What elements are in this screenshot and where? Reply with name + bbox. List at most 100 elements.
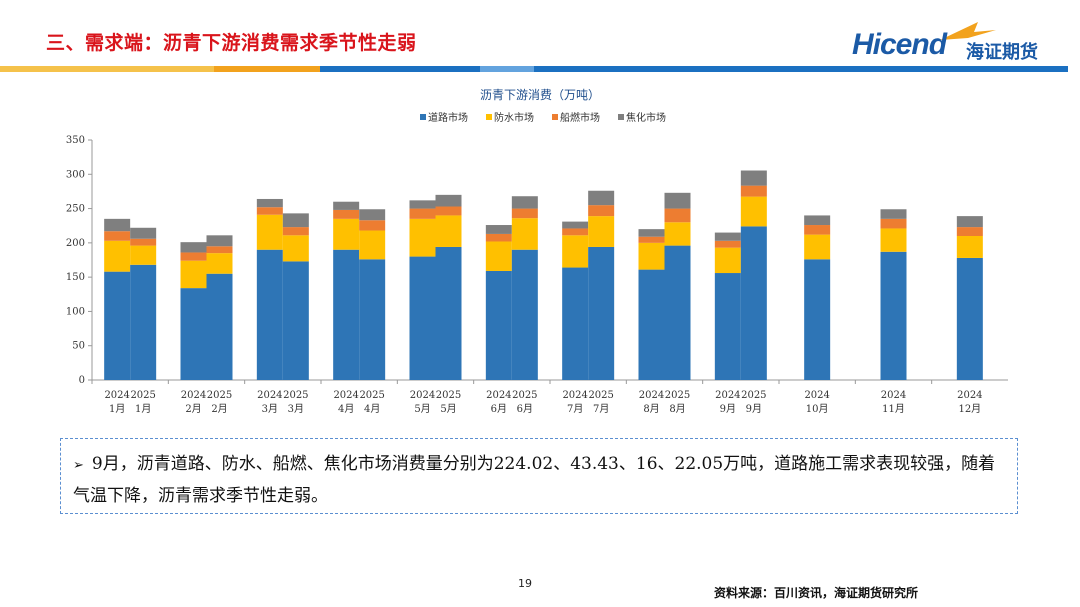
- x-tick-month: 3月: [262, 403, 278, 415]
- header-band-blue-right: [534, 66, 1068, 72]
- y-tick-label: 0: [79, 375, 85, 386]
- bar-segment-3: [282, 213, 309, 228]
- bar-segment-0: [130, 264, 157, 380]
- bar-segment-3: [333, 201, 360, 210]
- bar-segment-0: [664, 245, 691, 380]
- bar-segment-1: [511, 218, 538, 250]
- legend-label-1: 防水市场: [494, 111, 534, 124]
- y-tick-label: 350: [66, 135, 85, 146]
- source-note: 资料来源：百川资讯，海证期货研究所: [714, 586, 919, 600]
- x-tick-month: 7月: [567, 403, 583, 415]
- logo-swoosh-icon: [940, 22, 996, 40]
- x-tick-month: 8月: [643, 403, 659, 415]
- bar-segment-2: [638, 236, 665, 243]
- bar-segment-0: [104, 271, 131, 380]
- bar-segment-1: [714, 247, 741, 274]
- x-tick-month: 6月: [517, 403, 533, 415]
- page-number: 19: [518, 577, 532, 590]
- bar-segment-0: [638, 269, 665, 380]
- legend-swatch-1: [486, 114, 492, 120]
- bar-segment-1: [409, 218, 436, 257]
- x-tick-month: 10月: [806, 403, 829, 415]
- y-tick-label: 300: [66, 169, 85, 180]
- bar-segment-1: [180, 260, 207, 289]
- bar-segment-0: [206, 273, 233, 380]
- header-band-orange: [214, 66, 320, 72]
- x-tick-year: 2024: [639, 390, 664, 401]
- bar-segment-2: [104, 231, 131, 241]
- bar-segment-1: [256, 214, 283, 250]
- bar-segment-3: [206, 235, 233, 247]
- bar-segment-0: [956, 257, 983, 380]
- x-tick-year: 2025: [741, 390, 766, 401]
- bar-segment-2: [740, 185, 767, 197]
- bar-segment-3: [359, 209, 386, 221]
- asphalt-consumption-chart: 道路市场 防水市场 船燃市场 焦化市场 0 50 100 150 200 250 300 350 202…: [66, 111, 1008, 415]
- bar-segment-1: [206, 253, 233, 274]
- bar-segment-1: [130, 245, 157, 265]
- bar-segment-2: [588, 205, 615, 217]
- bar-segment-3: [409, 200, 436, 209]
- legend-label-2: 船燃市场: [560, 111, 600, 124]
- bar-segment-3: [511, 196, 538, 209]
- bar-segment-2: [359, 220, 386, 231]
- bar-segment-0: [409, 256, 436, 380]
- x-tick-month: 12月: [958, 403, 981, 415]
- bar-segment-3: [588, 190, 615, 206]
- bar-segment-1: [282, 235, 309, 262]
- logo-text-cn: 海证期货: [966, 42, 1038, 63]
- company-logo: Hicend 海证期货: [852, 20, 1052, 66]
- x-tick-year: 2024: [715, 390, 740, 401]
- x-tick-month: 9月: [720, 403, 736, 415]
- bar-segment-2: [333, 209, 360, 219]
- bar-segment-2: [130, 238, 157, 246]
- x-tick-year: 2024: [410, 390, 435, 401]
- legend-label-3: 焦化市场: [626, 111, 666, 124]
- x-tick-month: 11月: [882, 403, 905, 415]
- y-tick-label: 150: [66, 272, 85, 283]
- bar-segment-0: [714, 273, 741, 380]
- bar-segment-3: [104, 218, 131, 232]
- bar-segment-2: [956, 227, 983, 236]
- x-tick-year: 2024: [957, 390, 982, 401]
- bar-segment-3: [485, 225, 512, 234]
- legend-swatch-3: [618, 114, 624, 120]
- x-tick-year: 2025: [359, 390, 384, 401]
- y-tick-label: 250: [66, 204, 85, 215]
- header-band-blue: [320, 66, 480, 72]
- bar-segment-1: [588, 216, 615, 247]
- x-tick-year: 2024: [562, 390, 587, 401]
- bar-segment-1: [435, 215, 462, 247]
- bar-segment-0: [256, 249, 283, 380]
- bar-segment-3: [740, 170, 767, 186]
- bar-segment-1: [740, 196, 767, 227]
- chart-title: 沥青下游消费（万吨）: [479, 88, 600, 102]
- bar-segment-1: [956, 236, 983, 258]
- header-band-yellow: [0, 66, 214, 72]
- x-tick-month: 1月: [109, 403, 125, 415]
- bar-segment-0: [880, 251, 907, 380]
- x-tick-month: 5月: [440, 403, 456, 415]
- x-tick-month: 2月: [211, 403, 227, 415]
- bar-segment-1: [880, 228, 907, 252]
- x-tick-month: 7月: [593, 403, 609, 415]
- header-band-lightblue: [480, 66, 534, 72]
- bar-segment-1: [804, 234, 831, 260]
- bar-segment-3: [130, 227, 157, 239]
- x-tick-month: 5月: [414, 403, 430, 415]
- summary-note: ➢ 9月，沥青道路、防水、船燃、焦化市场消费量分别为224.02、43.43、16…: [60, 438, 1018, 514]
- bar-segment-2: [409, 208, 436, 219]
- x-tick-year: 2024: [486, 390, 511, 401]
- bar-segment-2: [485, 233, 512, 242]
- bar-segment-3: [664, 192, 691, 209]
- logo-text-en: Hicend: [852, 28, 947, 61]
- bar-segment-1: [485, 241, 512, 271]
- bar-segment-2: [256, 207, 283, 215]
- x-tick-year: 2024: [881, 390, 906, 401]
- bar-segment-0: [282, 261, 309, 380]
- legend-label-0: 道路市场: [428, 111, 468, 124]
- x-tick-month: 3月: [288, 403, 304, 415]
- bar-segment-3: [880, 209, 907, 219]
- bar-segment-2: [880, 218, 907, 229]
- bar-segment-0: [588, 246, 615, 380]
